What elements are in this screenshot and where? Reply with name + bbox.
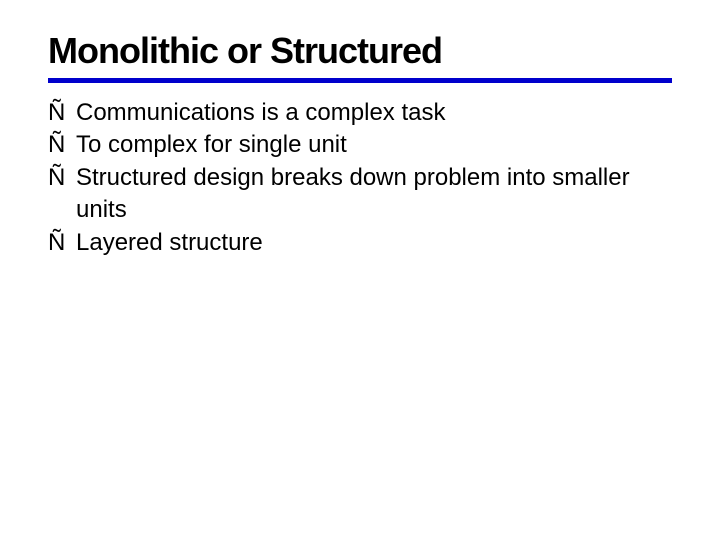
bullet-icon: Ñ [48,129,76,161]
bullet-icon: Ñ [48,162,76,194]
list-item: Ñ Structured design breaks down problem … [48,162,672,227]
list-item: Ñ To complex for single unit [48,129,672,161]
bullet-text: Layered structure [76,227,672,259]
slide-title: Monolithic or Structured [48,30,672,83]
slide: Monolithic or Structured Ñ Communication… [0,0,720,540]
bullet-icon: Ñ [48,227,76,259]
bullet-list: Ñ Communications is a complex task Ñ To … [48,97,672,259]
list-item: Ñ Communications is a complex task [48,97,672,129]
bullet-text: To complex for single unit [76,129,672,161]
bullet-text: Structured design breaks down problem in… [76,162,672,227]
list-item: Ñ Layered structure [48,227,672,259]
bullet-icon: Ñ [48,97,76,129]
bullet-text: Communications is a complex task [76,97,672,129]
